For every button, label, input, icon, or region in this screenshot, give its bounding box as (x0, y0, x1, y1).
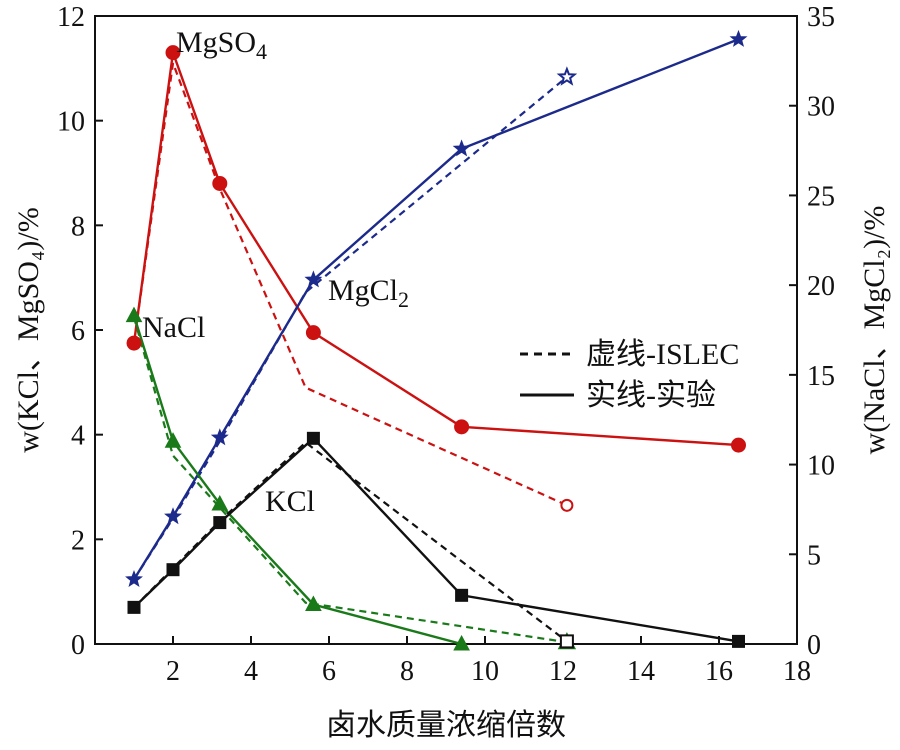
legend-dashed-label: 虚线-ISLEC (586, 338, 739, 371)
mgcl2-experiment-line (132, 38, 739, 581)
left-axis-ticks: 0 2 4 6 8 10 12 (57, 2, 103, 661)
legend-solid-label: 实线-实验 (586, 379, 716, 412)
right-tick-label: 10 (807, 451, 835, 482)
right-tick-label: 5 (807, 540, 821, 571)
nacl-experiment-point (211, 494, 229, 511)
series-label-mgcl2: MgCl2 (328, 274, 409, 312)
mgso4-experiment-point (305, 325, 321, 341)
series-label-kcl: KCl (265, 485, 315, 518)
right-tick-label: 15 (807, 361, 835, 392)
x-tick-label: 8 (400, 656, 414, 687)
x-tick-label: 4 (244, 656, 258, 687)
right-axis-title: w(NaCl、MgCl₂)/% (858, 206, 891, 455)
mgcl2-islec-point (556, 66, 578, 86)
x-tick-label: 2 (166, 656, 180, 687)
mgcl2-experiment-point (210, 428, 229, 446)
kcl-experiment-point (732, 634, 745, 648)
mgso4-experiment-point (731, 437, 746, 453)
kcl-experiment-point (213, 516, 227, 530)
right-tick-label: 35 (807, 2, 835, 33)
mgso4-islec-point (560, 498, 574, 512)
series-label-mgso4: MgSO4 (176, 26, 267, 64)
left-tick-label: 10 (57, 107, 85, 138)
x-axis-ticks: 2 4 6 8 10 12 14 16 18 (166, 636, 811, 687)
left-tick-label: 6 (71, 316, 85, 347)
series-label-nacl: NaCl (142, 311, 205, 344)
x-tick-label: 18 (783, 656, 811, 687)
left-tick-label: 12 (57, 2, 85, 33)
x-tick-label: 14 (627, 656, 655, 687)
x-tick-label: 10 (471, 656, 499, 687)
mgso4-experiment-point (454, 419, 470, 435)
x-tick-label: 6 (322, 656, 336, 687)
right-tick-label: 30 (807, 92, 835, 123)
kcl-experiment-line (133, 436, 739, 643)
mgso4-experiment-point (212, 175, 228, 191)
nacl-experiment-point (164, 432, 182, 448)
mgso4-experiment-point (165, 45, 181, 61)
kcl-experiment-point (166, 563, 180, 577)
mgso4-experiment-line (132, 52, 739, 447)
mgso4-experiment-point (126, 335, 142, 351)
left-axis-title: w(KCl、MgSO₄)/% (12, 207, 45, 452)
mgcl2-experiment-point (452, 139, 471, 157)
legend: 虚线-ISLEC 实线-实验 (520, 338, 739, 412)
x-tick-label: 12 (549, 656, 577, 687)
x-tick-label: 16 (705, 656, 733, 687)
marker-layer (125, 29, 748, 651)
nacl-experiment-point (305, 595, 322, 612)
left-tick-label: 2 (71, 525, 85, 556)
nacl-experiment-point (453, 634, 470, 651)
mgcl2-experiment-point (729, 29, 748, 47)
left-tick-label: 8 (71, 211, 85, 242)
right-tick-label: 25 (807, 181, 835, 212)
mgcl2-experiment-point (125, 570, 143, 588)
kcl-experiment-point (306, 431, 320, 445)
right-tick-label: 0 (807, 630, 821, 661)
left-tick-label: 0 (71, 630, 85, 661)
kcl-experiment-point (127, 600, 141, 614)
mgcl2-experiment-point (164, 507, 182, 525)
x-axis-title: 卤水质量浓缩倍数 (326, 709, 566, 742)
nacl-islec-line (132, 317, 568, 644)
kcl-islec-point (559, 634, 574, 649)
kcl-experiment-point (455, 588, 469, 602)
nacl-experiment-point (125, 306, 143, 323)
right-axis-ticks: 0 5 10 15 20 25 30 35 (789, 2, 835, 661)
mgcl2-experiment-point (304, 270, 323, 288)
left-tick-label: 4 (71, 421, 85, 452)
right-tick-label: 20 (807, 271, 835, 302)
